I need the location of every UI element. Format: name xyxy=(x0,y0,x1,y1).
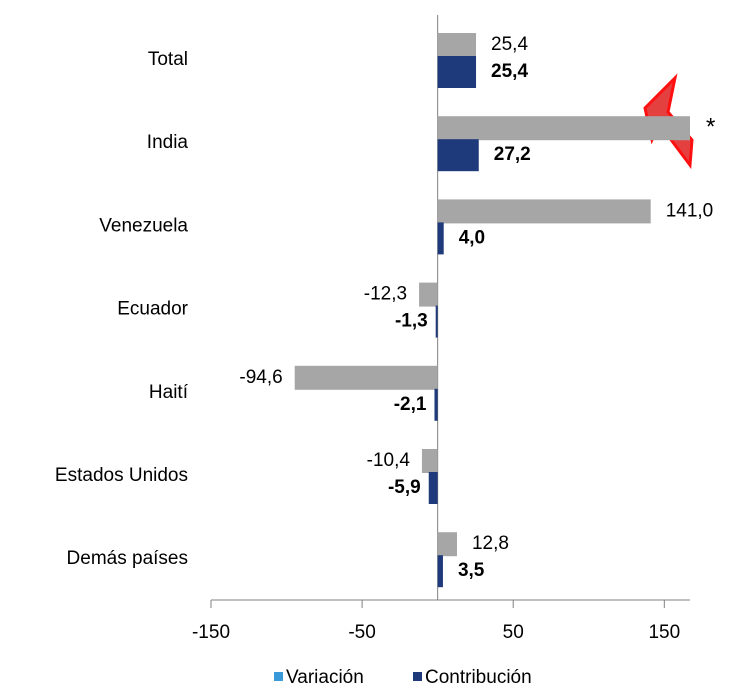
x-tick-label: -50 xyxy=(348,622,375,643)
bar xyxy=(437,199,651,224)
category-label: Estados Unidos xyxy=(55,465,188,486)
value-label: -2,1 xyxy=(394,394,427,415)
bar xyxy=(437,56,477,88)
value-label: 25,4 xyxy=(491,34,528,55)
bar xyxy=(437,532,457,557)
category-label: Haití xyxy=(149,382,189,403)
value-label: 25,4 xyxy=(491,61,528,82)
bar xyxy=(294,365,438,390)
value-label: 141,0 xyxy=(666,200,714,221)
category-label: Total xyxy=(148,49,188,70)
value-label: -12,3 xyxy=(364,284,407,305)
bar xyxy=(437,139,479,172)
category-label: Demás países xyxy=(67,548,188,569)
legend-marker xyxy=(274,672,283,681)
category-label: Venezuela xyxy=(99,215,188,236)
value-label: -10,4 xyxy=(367,450,411,471)
bar xyxy=(428,472,438,504)
bar xyxy=(437,555,443,588)
value-label: 27,2 xyxy=(494,144,531,165)
bar xyxy=(437,116,690,141)
legend-label: Contribución xyxy=(425,667,532,688)
x-tick-label: 50 xyxy=(503,622,524,643)
value-label: 3,5 xyxy=(458,560,485,581)
value-label: 4,0 xyxy=(459,227,485,248)
legend-marker xyxy=(413,672,422,681)
bar xyxy=(434,388,438,421)
bar xyxy=(437,222,444,255)
x-tick-label: 150 xyxy=(648,622,680,643)
legend-label: Variación xyxy=(286,667,364,688)
annotation: * xyxy=(706,113,715,140)
bar xyxy=(435,305,438,338)
x-tick-label: -150 xyxy=(192,622,230,643)
bar xyxy=(437,33,477,57)
value-label: -94,6 xyxy=(239,367,282,388)
value-label: -5,9 xyxy=(388,477,421,498)
bar xyxy=(421,449,438,473)
category-label: Ecuador xyxy=(117,299,188,320)
category-label: India xyxy=(147,132,189,153)
value-label: 12,8 xyxy=(472,533,509,554)
bar xyxy=(419,282,438,307)
value-label: -1,3 xyxy=(395,311,428,332)
